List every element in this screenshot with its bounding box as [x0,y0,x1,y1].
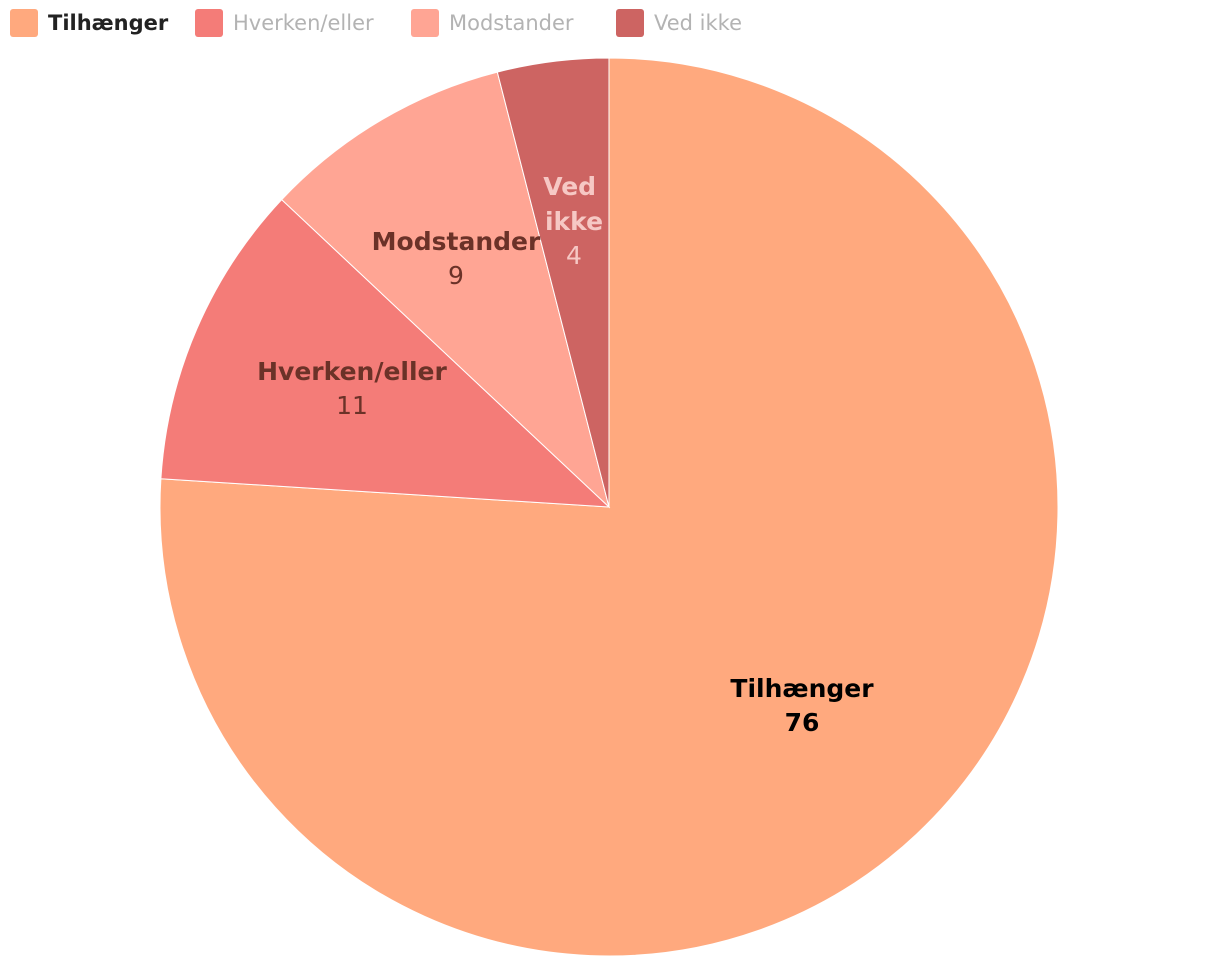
legend-swatch [411,9,439,37]
pie-slice [160,198,611,508]
slice-value: 11 [336,391,368,420]
slice-label: Ved ikke [543,172,605,236]
legend-swatch [10,9,38,37]
slice-label: Hverken/eller [257,357,447,386]
legend-label: Modstander [449,11,574,35]
legend-swatch [616,9,644,37]
slice-label: Tilhænger [730,674,874,703]
slice-label: Modstander [372,227,541,256]
pie-slice [280,71,610,509]
slice-value: 9 [448,261,464,290]
legend-swatch [195,9,223,37]
legend-label: Tilhænger [48,11,169,35]
legend-label: Hverken/eller [233,11,374,35]
pie-slice [496,57,610,508]
slice-value: 4 [566,241,582,270]
slice-value: 76 [785,708,820,737]
legend-label: Ved ikke [654,11,742,35]
